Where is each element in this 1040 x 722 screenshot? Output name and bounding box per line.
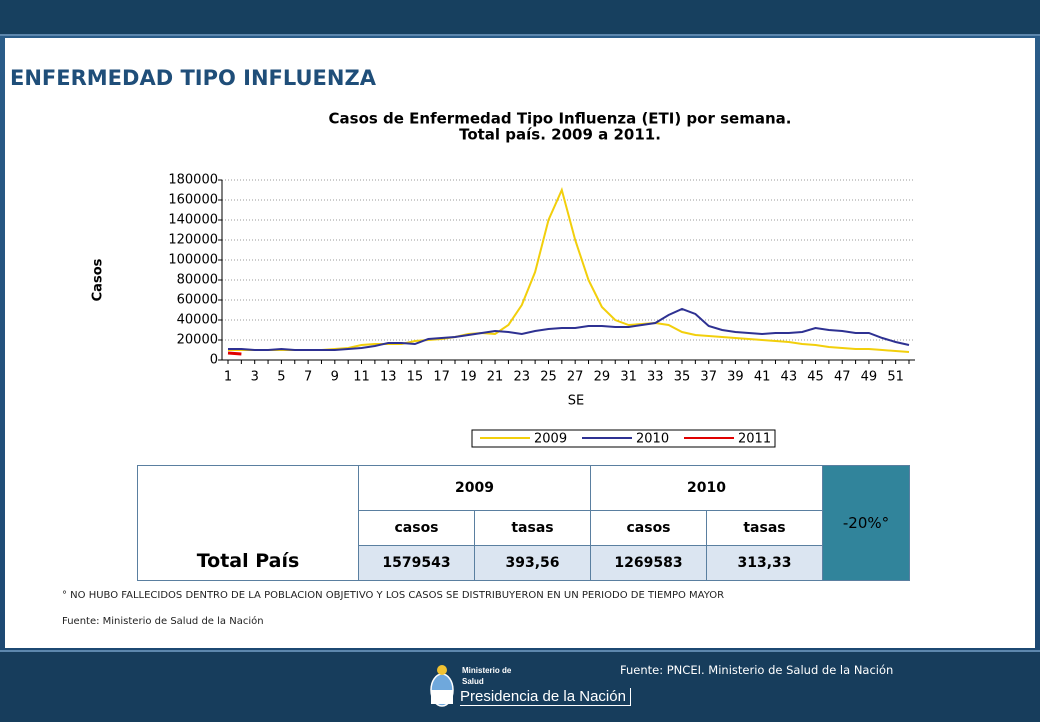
x-tick-label: 27 xyxy=(567,370,584,385)
chart-background xyxy=(62,108,952,460)
footnote: ° NO HUBO FALLECIDOS DENTRO DE LA POBLAC… xyxy=(62,590,725,601)
x-tick-label: 31 xyxy=(620,370,637,385)
y-tick-label: 0 xyxy=(210,353,218,368)
x-tick-label: 33 xyxy=(647,370,664,385)
logo-text: Presidencia de la Nación xyxy=(460,688,631,706)
logo-text: Salud xyxy=(462,677,484,686)
x-tick-label: 19 xyxy=(460,370,477,385)
y-tick-label: 140000 xyxy=(168,213,218,228)
x-tick-label: 43 xyxy=(781,370,798,385)
x-tick-label: 51 xyxy=(887,370,904,385)
x-tick-label: 1 xyxy=(224,370,232,385)
sub-header: casos xyxy=(590,510,707,546)
y-tick-label: 180000 xyxy=(168,173,218,188)
chart: Casos de Enfermedad Tipo Influenza (ETI)… xyxy=(62,108,952,460)
y-tick-label: 80000 xyxy=(177,273,218,288)
y-axis-label: Casos xyxy=(91,258,106,301)
chart-title: Casos de Enfermedad Tipo Influenza (ETI)… xyxy=(329,110,792,128)
y-tick-label: 120000 xyxy=(168,233,218,248)
x-tick-label: 47 xyxy=(834,370,851,385)
y-tick-label: 160000 xyxy=(168,193,218,208)
value-cell: 1579543 xyxy=(358,545,475,581)
x-tick-label: 17 xyxy=(433,370,450,385)
x-tick-label: 15 xyxy=(407,370,424,385)
sub-header: casos xyxy=(358,510,475,546)
chart-subtitle: Total país. 2009 a 2011. xyxy=(459,126,661,144)
footer-source: Fuente: PNCEI. Ministerio de Salud de la… xyxy=(620,663,894,677)
value-cell: 393,56 xyxy=(474,545,591,581)
change-cell: -20%° xyxy=(822,465,910,581)
year-header: 2009 xyxy=(358,465,591,511)
sub-header: tasas xyxy=(474,510,591,546)
value-cell: 313,33 xyxy=(706,545,823,581)
top-band xyxy=(0,0,1040,36)
legend-label: 2010 xyxy=(636,432,669,447)
y-tick-label: 100000 xyxy=(168,253,218,268)
x-tick-label: 23 xyxy=(513,370,530,385)
series-line xyxy=(228,307,910,351)
legend-label: 2009 xyxy=(534,432,567,447)
x-tick-label: 11 xyxy=(353,370,370,385)
summary-table: Total País 2009 2010 -20%° casos tasas c… xyxy=(137,465,910,581)
bottom-band: Ministerio de Salud Presidencia de la Na… xyxy=(0,650,1040,722)
y-tick-label: 60000 xyxy=(177,293,218,308)
x-tick-label: 13 xyxy=(380,370,397,385)
x-tick-label: 7 xyxy=(304,370,312,385)
logo-emblem xyxy=(430,665,454,707)
x-axis-label: SE xyxy=(568,394,584,409)
year-header: 2010 xyxy=(590,465,823,511)
x-tick-label: 39 xyxy=(727,370,744,385)
source-note: Fuente: Ministerio de Salud de la Nación xyxy=(62,616,264,627)
x-tick-label: 29 xyxy=(594,370,611,385)
logo-text: Ministerio de xyxy=(462,666,512,675)
x-tick-label: 5 xyxy=(277,370,285,385)
sub-header: tasas xyxy=(706,510,823,546)
x-tick-label: 25 xyxy=(540,370,557,385)
y-tick-label: 40000 xyxy=(177,313,218,328)
series-line xyxy=(227,351,242,356)
y-tick-label: 20000 xyxy=(177,333,218,348)
x-tick-label: 35 xyxy=(674,370,691,385)
x-tick-label: 3 xyxy=(251,370,259,385)
x-tick-label: 9 xyxy=(331,370,339,385)
x-tick-label: 49 xyxy=(861,370,878,385)
x-tick-label: 41 xyxy=(754,370,771,385)
legend-label: 2011 xyxy=(738,432,771,447)
x-tick-label: 45 xyxy=(807,370,824,385)
x-tick-label: 37 xyxy=(700,370,717,385)
x-tick-label: 21 xyxy=(487,370,504,385)
row-header: Total País xyxy=(137,465,359,581)
value-cell: 1269583 xyxy=(590,545,707,581)
slide-title: ENFERMEDAD TIPO INFLUENZA xyxy=(10,66,376,90)
